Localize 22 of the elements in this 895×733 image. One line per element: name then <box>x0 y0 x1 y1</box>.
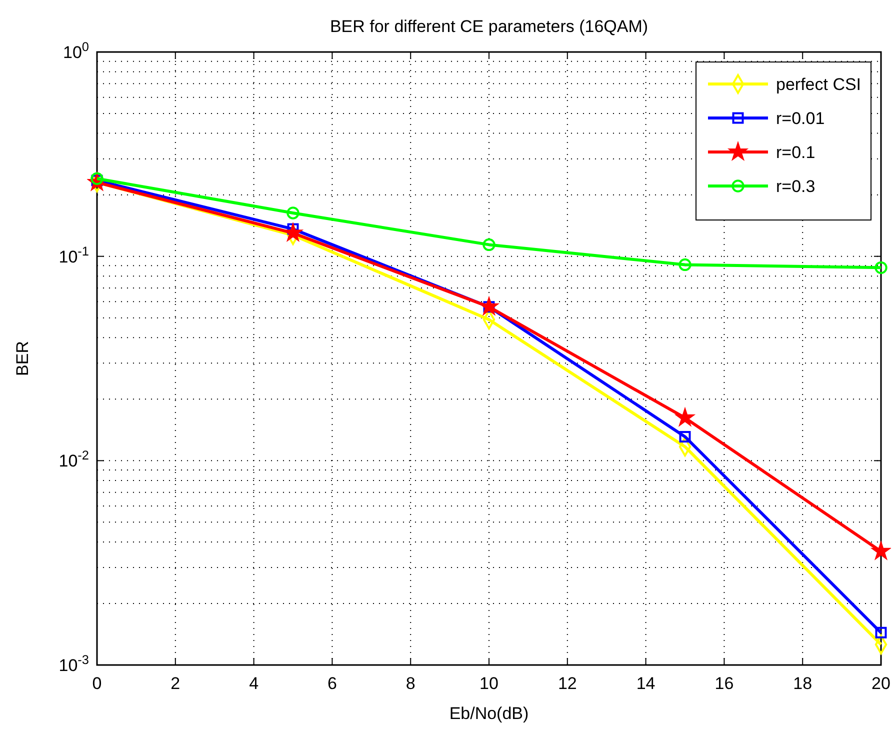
x-tick-label: 2 <box>170 674 180 693</box>
x-tick-label: 18 <box>793 674 812 693</box>
y-tick-label: 10$^{-2}$ <box>58 447 89 471</box>
x-axis-title: Eb/No(dB) <box>449 704 529 723</box>
chart-title: BER for different CE parameters (16QAM) <box>330 17 648 36</box>
x-tick-label: 6 <box>327 674 337 693</box>
x-tick-label: 20 <box>872 674 890 693</box>
legend-label: r=0.1 <box>776 143 816 162</box>
y-tick-label: 10$^{-1}$ <box>58 242 89 266</box>
y-axis-title: BER <box>13 341 32 376</box>
x-tick-label: 4 <box>249 674 259 693</box>
y-tick-label: 10$^{-3}$ <box>58 652 89 675</box>
x-tick-label: 12 <box>558 674 577 693</box>
y-tick-label: 10$^{0}$ <box>62 38 89 62</box>
x-tick-label: 8 <box>406 674 416 693</box>
x-tick-label: 16 <box>714 674 734 693</box>
legend-label: perfect CSI <box>776 75 862 94</box>
x-tick-label: 0 <box>92 674 102 693</box>
x-tick-label: 14 <box>636 674 656 693</box>
legend-label: r=0.3 <box>776 177 816 196</box>
legend-label: r=0.01 <box>776 109 825 128</box>
x-tick-label: 10 <box>480 674 498 693</box>
